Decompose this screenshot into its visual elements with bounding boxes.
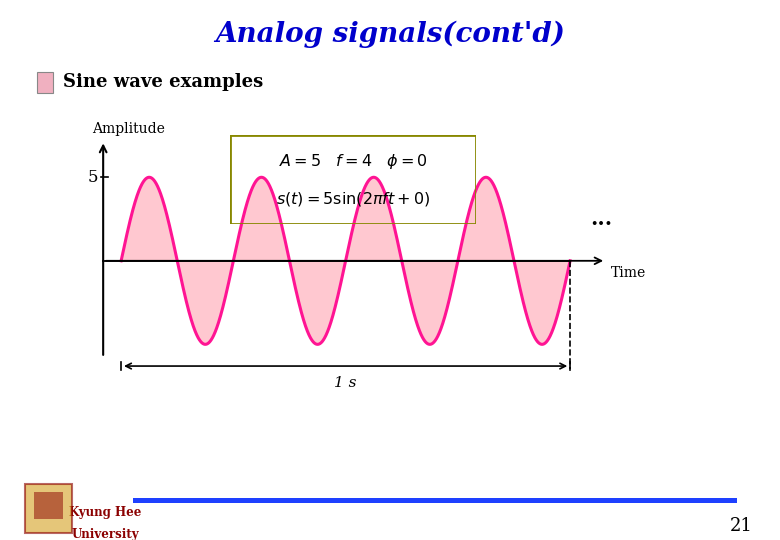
Text: University: University — [72, 528, 139, 540]
Text: Time: Time — [611, 266, 646, 280]
Bar — [133, 498, 737, 503]
Text: $A = 5$   $f = 4$   $\phi = 0$: $A = 5$ $f = 4$ $\phi = 0$ — [278, 152, 427, 171]
Text: Analog signals(cont'd): Analog signals(cont'd) — [215, 21, 565, 48]
Text: Sine wave examples: Sine wave examples — [62, 72, 263, 91]
Text: ...: ... — [590, 209, 612, 229]
Text: 1 s: 1 s — [335, 376, 357, 390]
Text: 5: 5 — [87, 169, 98, 186]
Bar — [34, 492, 63, 519]
Text: $s(t) = 5 \sin (2\pi ft + 0)$: $s(t) = 5 \sin (2\pi ft + 0)$ — [275, 190, 431, 208]
Text: 21: 21 — [730, 517, 753, 535]
Bar — [37, 72, 53, 92]
Text: Kyung Hee: Kyung Hee — [69, 506, 141, 519]
Bar — [25, 484, 73, 533]
Text: Amplitude: Amplitude — [92, 122, 165, 136]
